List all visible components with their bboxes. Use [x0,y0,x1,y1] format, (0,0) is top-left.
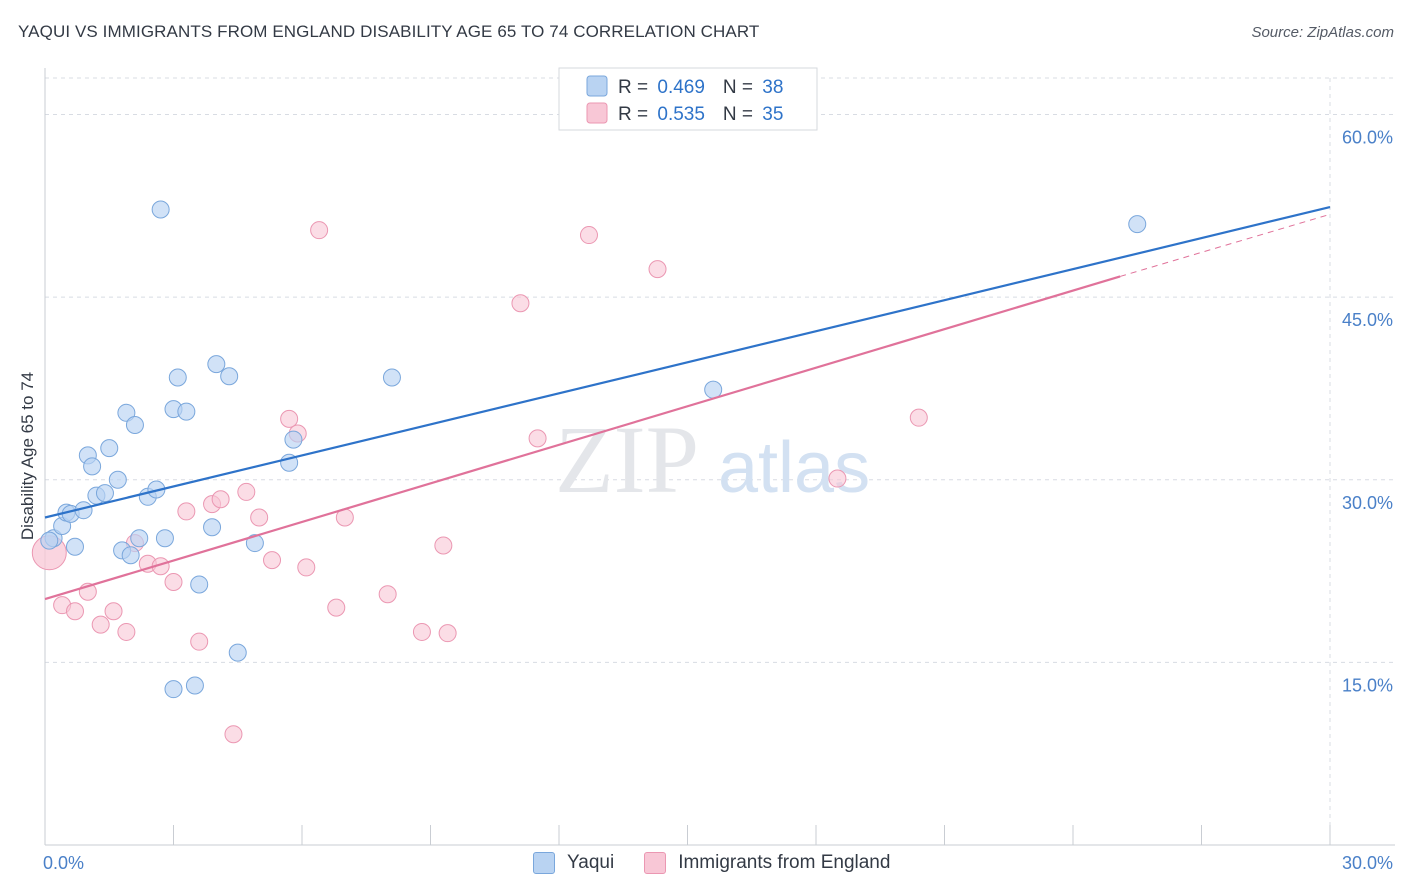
immigrants-point-14 [211,490,230,509]
yaqui-point-11 [108,470,127,489]
x-tick-label-0: 0.0% [43,853,84,873]
immigrants-point-34 [909,408,928,427]
immigrants-point-19 [280,409,299,428]
legend-r-label-immigrants: R = [618,104,653,125]
immigrants-point-31 [579,226,598,245]
tick-labels: 15.0% 30.0% 45.0% 60.0% 0.0% 30.0% [43,128,1393,873]
legend-item-immigrants: Immigrants from England [644,852,890,874]
yaqui-point-14 [121,546,140,565]
y-tick-label-1: 30.0% [1342,493,1393,513]
yaqui-point-37 [40,531,59,550]
yaqui-point-34 [382,368,401,387]
immigrants-point-17 [250,508,269,527]
yaqui-point-33 [284,430,303,449]
immigrants-point-16 [237,482,256,501]
yaqui-point-36 [1128,215,1147,234]
yaqui-point-29 [220,367,239,386]
yaqui-point-23 [168,368,187,387]
immigrants-point-22 [310,221,329,240]
immigrants-point-25 [378,585,397,604]
chart-title: YAQUI VS IMMIGRANTS FROM ENGLAND DISABIL… [18,22,760,41]
yaqui-point-24 [177,402,196,421]
legend-n-value-immigrants: 35 [762,104,783,125]
immigrants-point-23 [327,598,346,617]
legend-r-label-yaqui: R = [618,77,653,98]
immigrants-point-18 [263,551,282,570]
watermark: ZIP atlas [555,406,870,513]
y-tick-label-3: 60.0% [1342,128,1393,148]
immigrants-point-21 [297,558,316,577]
y-tick-label-2: 45.0% [1342,310,1393,330]
yaqui-point-15 [125,415,144,434]
legend-bottom-swatch-immigrants [644,852,667,874]
immigrants-point-2 [65,602,84,621]
yaqui-point-21 [164,680,183,699]
legend-n-value-yaqui: 38 [762,77,783,98]
immigrants-point-30 [528,429,547,448]
yaqui-point-31 [245,534,264,553]
yaqui-point-19 [151,200,170,219]
trend-lines [44,205,1331,601]
legend-n-label-immigrants: N = [723,104,758,125]
yaqui-point-16 [130,529,149,548]
yaqui-point-9 [95,484,114,503]
legend-bottom-label-yaqui: Yaqui [567,852,615,873]
legend-bottom-swatch-yaqui [533,852,555,874]
yaqui-point-26 [190,575,209,594]
immigrants-point-10 [164,573,183,592]
legend-item-yaqui: Yaqui [533,852,614,874]
x-tick-label-1: 30.0% [1342,853,1393,873]
immigrants-point-32 [648,260,667,279]
immigrants-point-15 [224,725,243,744]
trend-line-immigrants-extension [1119,213,1331,277]
y-axis-label: Disability Age 65 to 74 [18,372,37,540]
legend-r-value-immigrants: 0.535 [657,104,705,125]
yaqui-point-28 [207,355,226,374]
immigrants-point-12 [190,632,209,651]
legend-n-label-yaqui: N = [723,77,758,98]
immigrants-point-4 [91,615,110,634]
axes [44,68,1395,846]
yaqui-point-7 [83,457,102,476]
watermark-zip: ZIP [555,406,699,513]
yaqui-point-25 [185,676,204,695]
legend-bottom: Yaqui Immigrants from England [533,852,920,874]
immigrants-point-11 [177,502,196,521]
immigrants-point-26 [412,622,431,641]
yaqui-point-35 [704,380,723,399]
legend-box: R = 0.469 N = 38 R = 0.535 N = 35 [558,67,818,131]
immigrants-point-5 [104,602,123,621]
y-tick-label-0: 15.0% [1342,675,1393,695]
yaqui-point-30 [228,643,247,662]
yaqui-point-4 [65,537,84,556]
legend-swatch-immigrants [586,102,608,124]
watermark-atlas: atlas [718,428,870,508]
trend-line-immigrants [44,275,1121,601]
trend-line-yaqui [44,205,1331,519]
yaqui-point-20 [155,529,174,548]
immigrants-point-33 [828,469,847,488]
legend-r-value-yaqui: 0.469 [657,77,705,98]
series-immigrants-points [31,221,928,744]
series-yaqui-points [40,200,1147,699]
immigrants-point-29 [511,294,530,313]
legend-bottom-label-immigrants: Immigrants from England [678,852,891,873]
source-credit: Source: ZipAtlas.com [1251,24,1394,41]
immigrants-point-6 [117,622,136,641]
legend-swatch-yaqui [586,75,608,97]
yaqui-point-27 [203,518,222,537]
immigrants-point-27 [434,536,453,555]
yaqui-point-13 [117,403,136,422]
yaqui-point-10 [100,439,119,458]
immigrants-point-28 [438,624,457,643]
